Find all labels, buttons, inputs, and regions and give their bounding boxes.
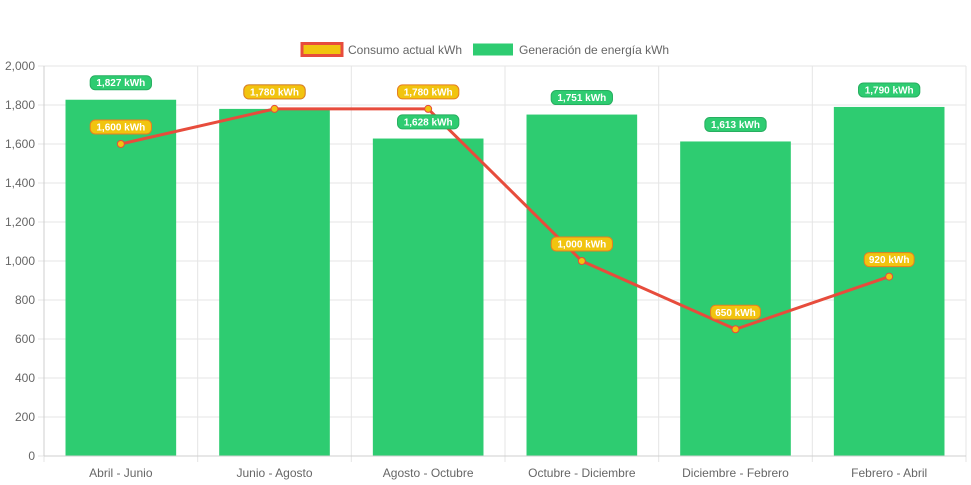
legend-swatch-consumo[interactable] (300, 42, 344, 57)
grid-lines (38, 65, 967, 462)
bar-data-label: 1,827 kWh (89, 75, 152, 91)
bar[interactable] (680, 141, 791, 456)
line-data-label: 1,780 kWh (397, 84, 460, 100)
bar-data-label: 1,613 kWh (704, 116, 767, 132)
bar-data-label-bg (89, 75, 152, 91)
y-tick-label: 1,800 (5, 98, 35, 112)
line-data-label-bg (397, 84, 460, 100)
bar-data-label-text: 1,827 kWh (96, 78, 145, 89)
bar-data-label-text: 1,628 kWh (404, 117, 453, 128)
line-data-label: 650 kWh (710, 304, 761, 320)
line-data-label-text: 650 kWh (715, 308, 756, 319)
x-tick-label: Octubre - Diciembre (528, 466, 636, 480)
line-data-label: 920 kWh (863, 252, 915, 268)
bar-data-label-text: 1,790 kWh (865, 85, 914, 96)
bar-data-label-text: 1,613 kWh (711, 120, 760, 131)
y-tick-label: 1,200 (5, 215, 35, 229)
legend-swatch-generacion[interactable] (473, 43, 513, 56)
data-labels: 1,827 kWh 1,780 kWh 1,628 kWh 1,751 kWh 1,61… (89, 75, 921, 320)
x-tick-label: Agosto - Octubre (383, 466, 474, 480)
line-point[interactable] (885, 272, 894, 281)
y-tick-label: 1,600 (5, 137, 35, 151)
line-data-label-text: 1,780 kWh (404, 87, 453, 98)
line-data-label-bg (710, 304, 761, 320)
bar[interactable] (219, 108, 330, 457)
legend-label-generacion[interactable]: Generación de energía kWh (519, 43, 669, 57)
line-point[interactable] (424, 104, 433, 113)
line-data-label-bg (863, 252, 915, 268)
y-tick-label: 800 (15, 293, 35, 307)
line-data-label-bg (243, 84, 306, 100)
line-data-label-bg (89, 119, 152, 135)
bar[interactable] (65, 99, 177, 457)
line-path (120, 107, 890, 331)
line-data-label: 1,600 kWh (89, 119, 152, 135)
legend-label-consumo[interactable]: Consumo actual kWh (348, 43, 462, 57)
line-point[interactable] (577, 257, 586, 265)
bar[interactable] (526, 114, 638, 457)
y-tick-label: 200 (15, 410, 35, 424)
y-tick-label: 1,000 (5, 254, 35, 268)
bar-data-label-bg (704, 116, 767, 132)
bar[interactable] (833, 106, 945, 456)
bar-data-label: 1,751 kWh (550, 90, 613, 106)
x-tick-label: Febrero - Abril (851, 466, 927, 480)
y-tick-label: 600 (15, 332, 35, 346)
bar[interactable] (372, 138, 484, 457)
line-data-label-text: 1,600 kWh (96, 123, 145, 134)
line-data-label-text: 1,780 kWh (250, 87, 299, 98)
bar-data-label-bg (550, 90, 613, 106)
bar-data-label-bg (397, 114, 460, 130)
line-point[interactable] (116, 140, 125, 148)
line-series (116, 104, 894, 334)
line-point[interactable] (731, 325, 740, 334)
bar-data-label: 1,790 kWh (858, 82, 921, 98)
line-point[interactable] (270, 104, 279, 113)
y-tick-label: 2,000 (5, 59, 35, 73)
bar-series (65, 99, 945, 457)
line-data-label-text: 1,000 kWh (557, 240, 606, 251)
x-tick-label: Abril - Junio (89, 466, 153, 480)
y-tick-label: 0 (28, 449, 35, 463)
line-data-label: 1,000 kWh (550, 236, 613, 252)
line-data-label: 1,780 kWh (243, 84, 306, 100)
y-tick-label: 400 (15, 371, 35, 385)
bar-data-label-bg (858, 82, 921, 98)
x-tick-label: Diciembre - Febrero (682, 466, 789, 480)
bar-data-label: 1,628 kWh (397, 114, 460, 130)
axes: 0 200 400 600 800 1,000 1,200 1,400 1,600 1,800 2,… (5, 59, 966, 480)
line-data-label-bg (550, 236, 613, 252)
legend[interactable]: Consumo actual kWh Generación de energía… (300, 42, 669, 57)
line-data-label-text: 920 kWh (869, 255, 910, 266)
y-tick-label: 1,400 (5, 176, 35, 190)
x-tick-label: Junio - Agosto (236, 466, 312, 480)
bar-data-label-text: 1,751 kWh (557, 93, 606, 104)
